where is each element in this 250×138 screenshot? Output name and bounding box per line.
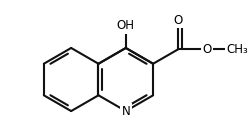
Text: N: N <box>122 105 130 118</box>
Text: O: O <box>174 14 183 27</box>
Text: O: O <box>203 43 212 56</box>
Text: OH: OH <box>117 19 135 32</box>
Text: CH₃: CH₃ <box>226 43 248 56</box>
